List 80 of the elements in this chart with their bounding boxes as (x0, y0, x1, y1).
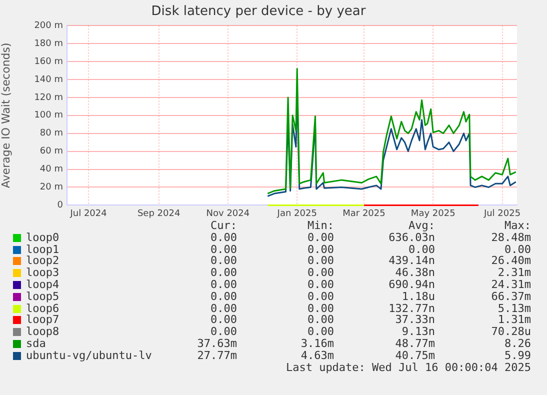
text: 9.13n (402, 325, 435, 338)
text: 636.03n (388, 230, 435, 244)
legend-label: loop8 (26, 325, 60, 338)
text: 0.00 (308, 302, 334, 315)
text: 690.94n (388, 278, 435, 291)
text: 0.00 (308, 325, 334, 338)
x-tick-label: Nov 2024 (206, 208, 250, 219)
text: 4.63m (300, 348, 334, 362)
legend-label: loop6 (26, 302, 60, 315)
legend-label: loop5 (26, 290, 60, 303)
text: 8.26 (504, 336, 531, 350)
text: Cur: (210, 219, 237, 232)
y-tick-label: 80 m (40, 128, 63, 139)
text: 1.31m (498, 313, 531, 326)
text: 0.00 (210, 254, 237, 268)
legend-label: loop1 (26, 242, 60, 256)
text: Last update: Wed Jul 16 00:00:04 2025 (286, 360, 531, 374)
text: 24.31m (491, 278, 531, 291)
text: 37.63m (197, 336, 237, 350)
y-tick-label: 20 m (40, 182, 63, 193)
x-tick-label: May 2025 (410, 208, 456, 219)
text: 0.00 (210, 230, 237, 244)
y-tick-label: 40 m (40, 164, 63, 175)
text: 0.00 (308, 313, 334, 326)
text: 5.13m (498, 302, 531, 315)
x-tick-label: Mar 2025 (342, 208, 386, 219)
text: 0.00 (308, 230, 334, 244)
text: 3.16m (300, 336, 334, 350)
x-tick-label: Jul 2024 (69, 208, 108, 219)
chart-title: Disk latency per device - by year (151, 4, 366, 20)
x-tick-label: Sep 2024 (137, 208, 180, 219)
text: 0.00 (308, 242, 334, 256)
text: 0.00 (210, 313, 237, 326)
text: Avg: (408, 219, 435, 232)
text: 0.00 (210, 325, 237, 338)
text: 0.00 (210, 278, 237, 291)
text: 0.00 (210, 290, 237, 303)
text: 0.00 (210, 302, 237, 315)
text: Min: (308, 219, 334, 232)
text: Max: (504, 219, 531, 232)
text: 0.00 (308, 266, 334, 280)
y-tick-label: 140 m (34, 74, 63, 85)
text: 70.28u (491, 325, 531, 338)
text: 0.00 (308, 290, 334, 303)
text: 40.75m (395, 348, 435, 362)
legend-label: loop0 (26, 230, 60, 244)
legend-label: loop7 (26, 313, 60, 326)
text: 28.48m (491, 230, 531, 244)
text: 0.00 (408, 242, 435, 256)
y-tick-label: 200 m (34, 20, 63, 31)
text: 0.00 (504, 242, 531, 256)
legend-label: loop3 (26, 266, 60, 280)
text: 5.99 (504, 348, 531, 362)
text: 27.77m (197, 348, 237, 362)
text: 46.38n (395, 266, 435, 280)
legend-label: sda (26, 336, 46, 350)
text: 26.40m (491, 254, 531, 268)
legend-label: loop4 (26, 278, 60, 291)
y-tick-label: 0 (57, 200, 64, 211)
text: 37.33n (395, 313, 435, 326)
text: 0.00 (210, 266, 237, 280)
y-tick-label: 120 m (34, 92, 63, 103)
text: 439.14n (388, 254, 435, 268)
y-tick-label: 180 m (34, 38, 63, 49)
text: 2.31m (498, 266, 531, 280)
y-tick-label: 160 m (34, 56, 63, 67)
legend-label: ubuntu-vg/ubuntu-lv (26, 348, 152, 362)
x-tick-label: Jan 2025 (276, 208, 317, 219)
text: 1.18u (402, 290, 435, 303)
text: 48.77m (395, 336, 435, 350)
text: 132.77n (388, 302, 435, 315)
y-tick-label: 100 m (34, 110, 63, 121)
text: 0.00 (210, 242, 237, 256)
text: 0.00 (308, 254, 334, 268)
legend-label: loop2 (26, 254, 60, 268)
y-tick-label: 60 m (40, 146, 63, 157)
x-tick-label: Jul 2025 (482, 208, 521, 219)
y-axis-title: Average IO Wait (seconds) (0, 42, 12, 188)
text: 66.37m (491, 290, 531, 303)
text: 0.00 (308, 278, 334, 291)
